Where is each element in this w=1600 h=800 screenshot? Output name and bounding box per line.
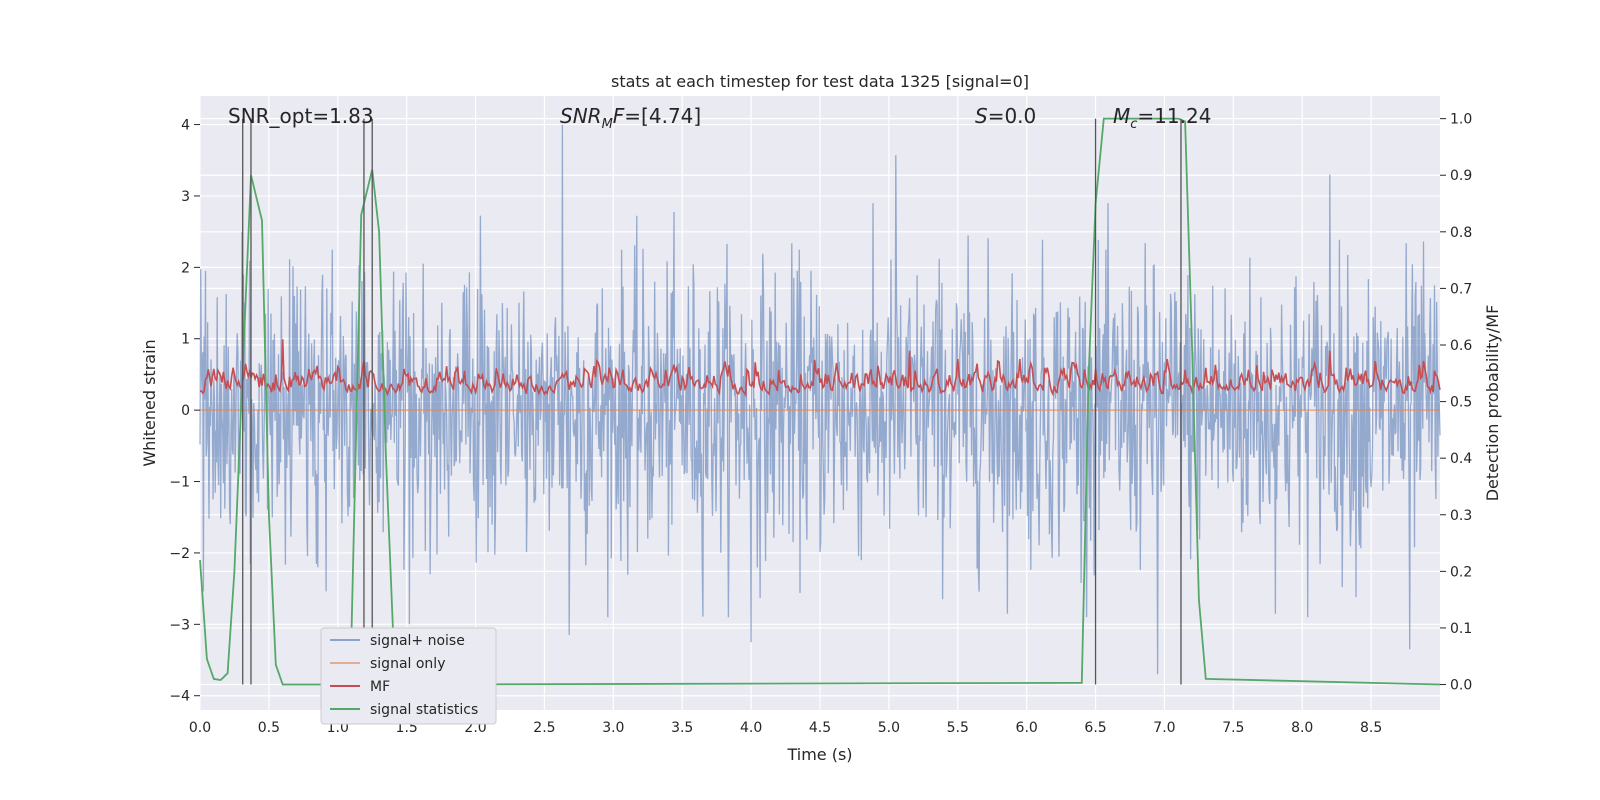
y-right-tick-label: 0.6 <box>1450 338 1472 354</box>
x-axis-label: Time (s) <box>786 745 852 764</box>
y-right-tick-label: 0.7 <box>1450 281 1472 297</box>
y-right-tick-label: 0.1 <box>1450 621 1472 637</box>
y-axis-right-ticks: 1.0 0.9 0.8 0.7 0.6 0.5 0.4 0.3 0.2 0.1 0.0 <box>1440 112 1472 694</box>
y-right-tick-label: 0.5 <box>1450 395 1472 411</box>
y-right-tick-label: 0.4 <box>1450 451 1472 467</box>
y-right-tick-label: 0.3 <box>1450 508 1472 524</box>
x-tick-label: 2.5 <box>533 720 555 736</box>
x-tick-label: 0.0 <box>189 720 211 736</box>
x-tick-label: 6.0 <box>1016 720 1038 736</box>
y-axis-right-label: Detection probability/MF <box>1483 305 1502 502</box>
y-axis-label: Whitened strain <box>140 339 159 466</box>
annotation-mc: Mc=11.24 <box>1113 104 1211 132</box>
y-tick-label: −4 <box>169 689 190 705</box>
y-tick-label: 2 <box>181 260 190 276</box>
x-tick-label: 5.5 <box>947 720 969 736</box>
annotation-snr-opt: SNR_opt=1.83 <box>228 104 374 128</box>
x-tick-label: 7.5 <box>1222 720 1244 736</box>
legend-label: signal+ noise <box>370 633 465 649</box>
legend-item-mf: MF <box>330 679 390 695</box>
legend-item-signal-noise: signal+ noise <box>330 633 465 649</box>
x-tick-label: 8.5 <box>1360 720 1382 736</box>
y-tick-label: −1 <box>169 475 190 491</box>
legend: signal+ noise signal only MF signal stat… <box>320 627 497 725</box>
x-tick-label: 8.0 <box>1291 720 1313 736</box>
y-right-tick-label: 0.9 <box>1450 168 1472 184</box>
x-tick-label: 3.0 <box>602 720 624 736</box>
y-axis-ticks: 4 3 2 1 0 −1 −2 −3 −4 <box>169 118 200 705</box>
x-tick-label: 4.0 <box>740 720 762 736</box>
y-tick-label: 0 <box>181 403 190 419</box>
x-tick-label: 5.0 <box>878 720 900 736</box>
chart-title: stats at each timestep for test data 132… <box>611 72 1029 91</box>
x-tick-label: 3.5 <box>671 720 693 736</box>
y-tick-label: −3 <box>169 617 190 633</box>
y-right-tick-label: 0.2 <box>1450 564 1472 580</box>
legend-label: signal statistics <box>370 702 478 718</box>
y-tick-label: 1 <box>181 332 190 348</box>
annotation-s: S=0.0 <box>975 104 1036 128</box>
vertical-markers <box>242 118 1182 685</box>
y-tick-label: 4 <box>181 118 190 134</box>
y-tick-label: 3 <box>181 189 190 205</box>
legend-item-signal-statistics: signal statistics <box>330 702 478 718</box>
y-right-tick-label: 0.0 <box>1450 678 1472 694</box>
y-right-tick-label: 0.8 <box>1450 225 1472 241</box>
legend-label: signal only <box>370 656 445 672</box>
x-tick-label: 0.5 <box>258 720 280 736</box>
series-mf <box>199 339 1441 398</box>
legend-item-signal-only: signal only <box>330 656 445 672</box>
annotation-snr-mf: SNRMF=[4.74] <box>560 104 701 132</box>
x-tick-label: 4.5 <box>809 720 831 736</box>
series-signal-noise <box>199 124 1441 675</box>
x-tick-label: 7.0 <box>1153 720 1175 736</box>
y-tick-label: −2 <box>169 546 190 562</box>
legend-label: MF <box>370 679 390 695</box>
y-right-tick-label: 1.0 <box>1450 112 1472 128</box>
x-tick-label: 6.5 <box>1084 720 1106 736</box>
